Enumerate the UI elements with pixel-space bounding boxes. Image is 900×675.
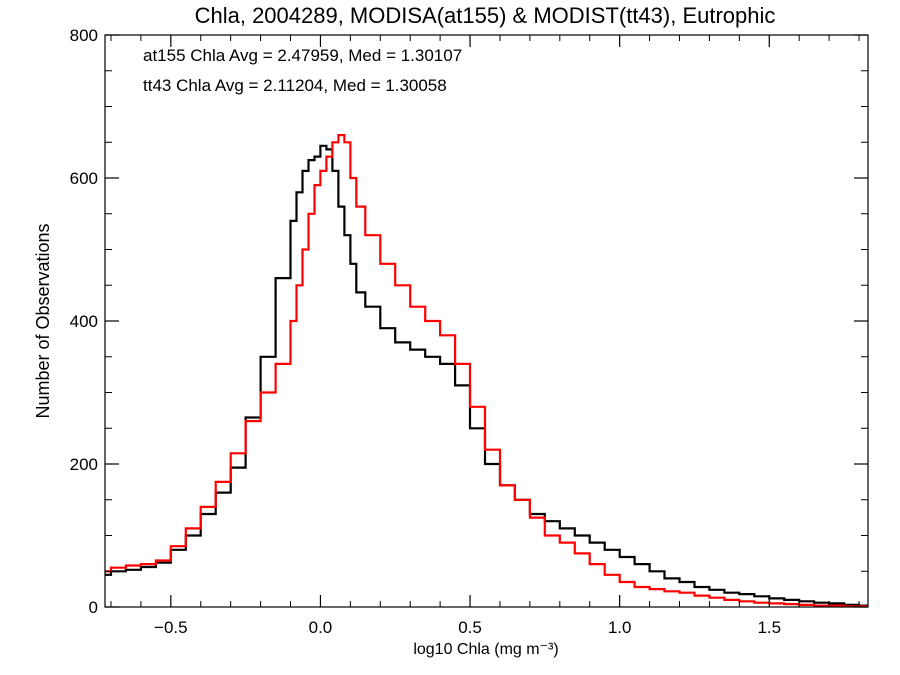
plot-series <box>105 134 868 608</box>
y-tick-label: 200 <box>70 455 98 474</box>
axis-ticks: −0.5 0.0 0.5 1.0 1.5 0 200 400 600 800 <box>70 26 868 637</box>
x-axis-label: log10 Chla (mg m⁻³) <box>413 641 558 658</box>
series-line-1 <box>105 134 868 608</box>
x-tick-label: 0.0 <box>309 618 333 637</box>
y-axis-label: Number of Observations <box>33 223 53 418</box>
y-tick-label: 0 <box>89 598 98 617</box>
x-tick-label: 1.5 <box>757 618 781 637</box>
annotation-at155: at155 Chla Avg = 2.47959, Med = 1.30107 <box>143 46 462 65</box>
annotation-tt43: tt43 Chla Avg = 2.11204, Med = 1.30058 <box>143 76 447 95</box>
series-line-0 <box>105 144 868 607</box>
x-tick-label: −0.5 <box>154 618 188 637</box>
y-tick-label: 600 <box>70 169 98 188</box>
chart-title: Chla, 2004289, MODISA(at155) & MODIST(tt… <box>195 3 776 28</box>
y-tick-label: 400 <box>70 312 98 331</box>
y-tick-label: 800 <box>70 26 98 45</box>
x-tick-label: 0.5 <box>458 618 482 637</box>
plot-frame <box>104 34 869 608</box>
x-tick-label: 1.0 <box>608 618 632 637</box>
